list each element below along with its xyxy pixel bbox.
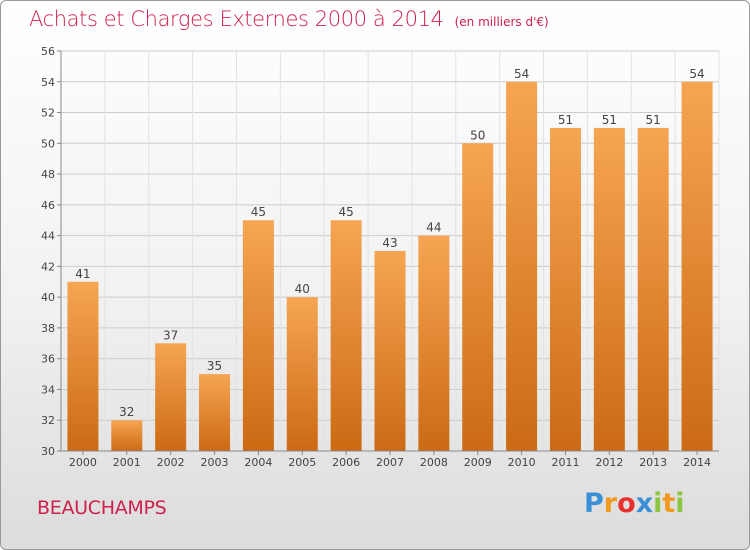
bar — [418, 235, 450, 451]
proxiti-logo: Proxiti — [584, 488, 685, 519]
axis-layer: 30 32 34 36 38 40 42 44 46 48 50 52 54 56 2000 2001 2002… — [41, 45, 719, 469]
y-tick-label: 30 — [41, 445, 55, 458]
y-tick-label: 42 — [41, 260, 55, 273]
x-tick-label: 2012 — [595, 456, 623, 469]
bar-value-label: 51 — [646, 113, 661, 127]
bar — [286, 297, 318, 451]
bar — [593, 127, 625, 451]
bar-value-label: 51 — [558, 113, 573, 127]
y-tick-label: 38 — [41, 322, 55, 335]
x-tick-label: 2004 — [244, 456, 272, 469]
bar-value-label: 44 — [426, 221, 441, 235]
bar-value-label: 40 — [295, 282, 310, 296]
x-tick-label: 2007 — [376, 456, 404, 469]
bar-layer — [67, 81, 713, 452]
y-tick-label: 44 — [41, 230, 55, 243]
x-tick-label: 2013 — [639, 456, 667, 469]
bar-value-label: 37 — [163, 328, 178, 342]
bar — [111, 420, 143, 451]
bar — [242, 220, 274, 451]
bar — [155, 343, 187, 451]
bar — [681, 81, 713, 452]
y-tick-label: 54 — [41, 76, 55, 89]
bar-value-label: 41 — [75, 267, 90, 281]
x-tick-label: 2009 — [464, 456, 492, 469]
y-tick-label: 52 — [41, 107, 55, 120]
x-tick-label: 2006 — [332, 456, 360, 469]
bar-value-label: 54 — [514, 67, 529, 81]
bar-value-label: 32 — [119, 405, 134, 419]
bar — [199, 374, 231, 451]
bar — [374, 251, 406, 451]
bar — [549, 127, 581, 451]
x-tick-label: 2003 — [201, 456, 229, 469]
bar — [506, 81, 538, 452]
y-tick-label: 36 — [41, 353, 55, 366]
y-tick-label: 40 — [41, 291, 55, 304]
x-tick-label: 2005 — [288, 456, 316, 469]
chart-unit: (en milliers d'€) — [454, 15, 549, 29]
x-tick-label: 2001 — [113, 456, 141, 469]
bar-value-label: 45 — [251, 205, 266, 219]
bar-value-label: 50 — [470, 128, 485, 142]
label-layer: 41 32 37 35 45 40 45 43 44 50 54 51 51 51 54 — [75, 67, 704, 419]
bar — [637, 127, 669, 451]
y-tick-label: 32 — [41, 414, 55, 427]
place-name: BEAUCHAMPS — [37, 497, 167, 519]
bar-value-label: 51 — [602, 113, 617, 127]
bar — [462, 143, 494, 452]
x-tick-label: 2002 — [157, 456, 185, 469]
x-tick-label: 2010 — [508, 456, 536, 469]
bar-value-label: 54 — [689, 67, 704, 81]
y-tick-label: 48 — [41, 168, 55, 181]
bar — [330, 220, 362, 451]
y-tick-label: 50 — [41, 137, 55, 150]
x-tick-label: 2000 — [69, 456, 97, 469]
bar — [67, 281, 99, 451]
bar-value-label: 43 — [382, 236, 397, 250]
x-tick-label: 2008 — [420, 456, 448, 469]
x-tick-label: 2014 — [683, 456, 711, 469]
title-row: Achats et Charges Externes 2000 à 2014 (… — [29, 7, 549, 31]
y-tick-label: 56 — [41, 45, 55, 58]
bar-value-label: 45 — [338, 205, 353, 219]
y-tick-label: 34 — [41, 383, 55, 396]
bar-value-label: 35 — [207, 359, 222, 373]
y-tick-label: 46 — [41, 199, 55, 212]
chart-title: Achats et Charges Externes 2000 à 2014 — [29, 7, 444, 31]
x-tick-label: 2011 — [551, 456, 579, 469]
